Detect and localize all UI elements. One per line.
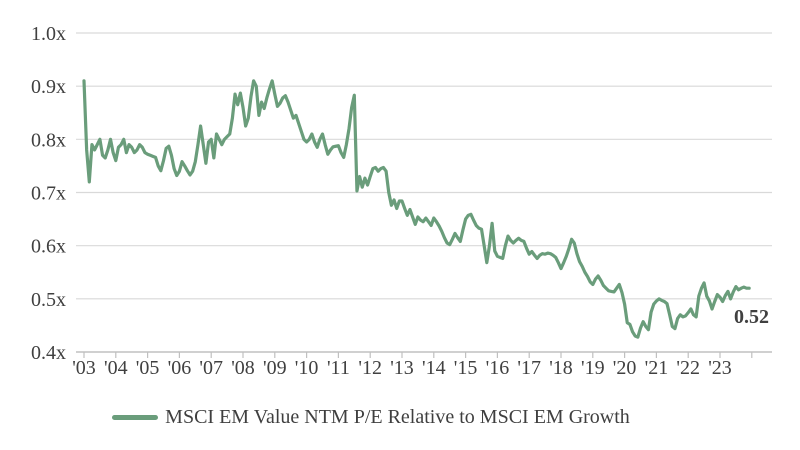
legend-line-swatch: [112, 415, 159, 420]
x-tick-label: '21: [645, 357, 669, 379]
x-tick-label: '10: [295, 357, 319, 379]
x-tick-label: '13: [390, 357, 414, 379]
y-tick-label: 0.6x: [31, 236, 66, 258]
series-line: [82, 79, 751, 339]
x-tick-label: '20: [613, 357, 637, 379]
y-tick-label: 0.7x: [31, 183, 66, 205]
y-tick-label: 0.5x: [31, 289, 66, 311]
x-tick-label: '04: [104, 357, 128, 379]
x-tick-label: '19: [581, 357, 605, 379]
x-tick-label: '14: [422, 357, 446, 379]
legend-series-label: MSCI EM Value NTM P/E Relative to MSCI E…: [165, 406, 630, 428]
legend: MSCI EM Value NTM P/E Relative to MSCI E…: [0, 406, 742, 429]
x-tick-label: '18: [549, 357, 573, 379]
end-value-label: 0.52: [734, 306, 769, 328]
x-tick-label: '23: [708, 357, 732, 379]
y-tick-label: 0.4x: [31, 342, 66, 364]
x-tick-label: '09: [263, 357, 287, 379]
x-tick-label: '03: [72, 357, 96, 379]
y-tick-label: 0.8x: [31, 129, 66, 151]
x-tick-label: '15: [454, 357, 478, 379]
x-tick-label: '11: [327, 357, 350, 379]
y-tick-label: 0.9x: [31, 76, 66, 98]
x-tick-label: '06: [168, 357, 192, 379]
x-tick-label: '08: [231, 357, 255, 379]
x-tick-label: '17: [517, 357, 541, 379]
y-tick-label: 1.0x: [31, 23, 66, 45]
x-tick-label: '05: [136, 357, 160, 379]
x-tick-label: '12: [358, 357, 382, 379]
x-tick-label: '16: [486, 357, 510, 379]
x-tick-label: '07: [199, 357, 223, 379]
x-tick-label: '22: [676, 357, 700, 379]
